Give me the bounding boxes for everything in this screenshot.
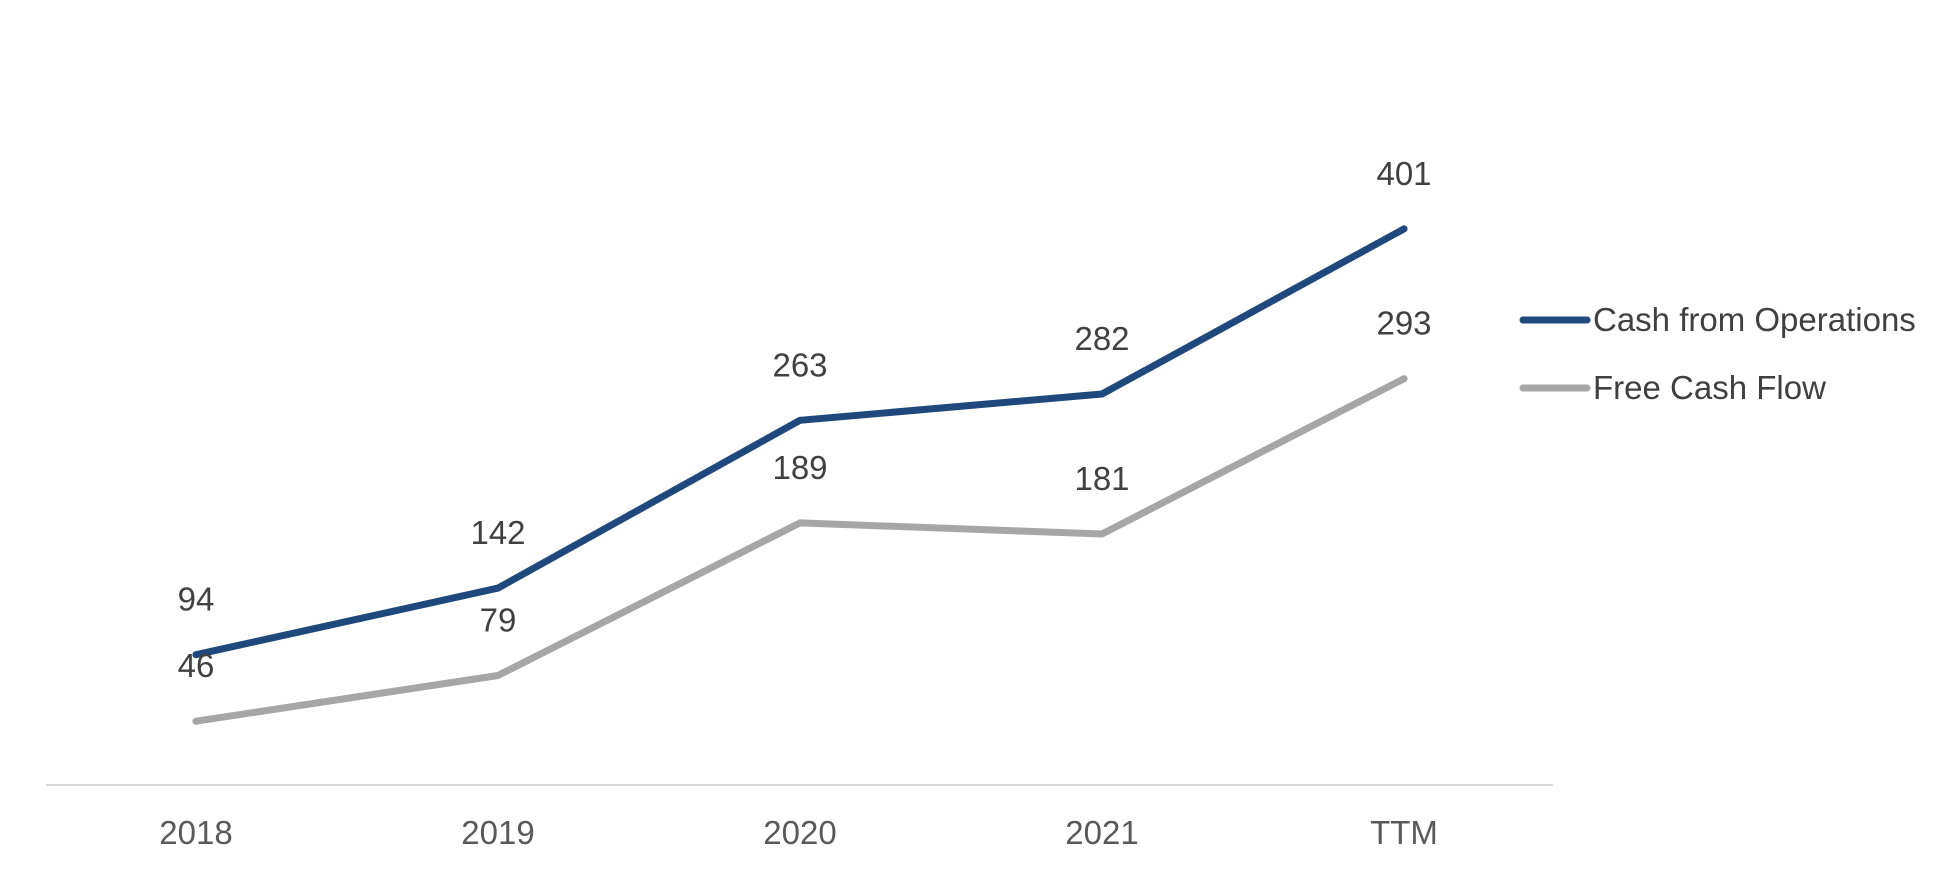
legend: Cash from Operations Free Cash Flow <box>1519 301 1916 406</box>
data-point <box>1098 530 1106 538</box>
legend-label: Free Cash Flow <box>1593 369 1826 406</box>
data-label: 142 <box>470 514 525 551</box>
x-tick-label: 2021 <box>1065 814 1138 851</box>
data-label: 189 <box>772 449 827 486</box>
legend-item: Free Cash Flow <box>1519 369 1826 406</box>
data-point <box>796 519 804 527</box>
data-label: 263 <box>772 346 827 383</box>
x-tick-label: TTM <box>1370 814 1438 851</box>
data-label: 94 <box>178 581 215 618</box>
data-point <box>192 717 200 725</box>
legend-item: Cash from Operations <box>1519 301 1916 338</box>
data-point <box>796 416 804 424</box>
data-point <box>192 651 200 659</box>
data-point <box>1098 390 1106 398</box>
data-labels: 94 142 263 282 401 46 79 189 181 293 <box>178 155 1432 684</box>
x-tick-label: 2020 <box>763 814 836 851</box>
data-point <box>494 584 502 592</box>
series-line-cash-from-operations <box>192 225 1408 659</box>
data-point <box>494 672 502 679</box>
x-axis-tick-labels: 2018 2019 2020 2021 TTM <box>159 814 1438 851</box>
data-label: 401 <box>1376 155 1431 192</box>
data-label: 181 <box>1074 460 1129 497</box>
x-tick-label: 2019 <box>461 814 534 851</box>
series-line-free-cash-flow <box>192 375 1408 725</box>
data-label: 293 <box>1376 305 1431 342</box>
x-tick-label: 2018 <box>159 814 232 851</box>
data-label: 79 <box>480 602 517 639</box>
data-label: 46 <box>178 647 215 684</box>
data-point <box>1400 225 1408 233</box>
series-layer <box>192 225 1408 725</box>
data-label: 282 <box>1074 320 1129 357</box>
legend-label: Cash from Operations <box>1593 301 1916 338</box>
data-point <box>1400 375 1408 383</box>
